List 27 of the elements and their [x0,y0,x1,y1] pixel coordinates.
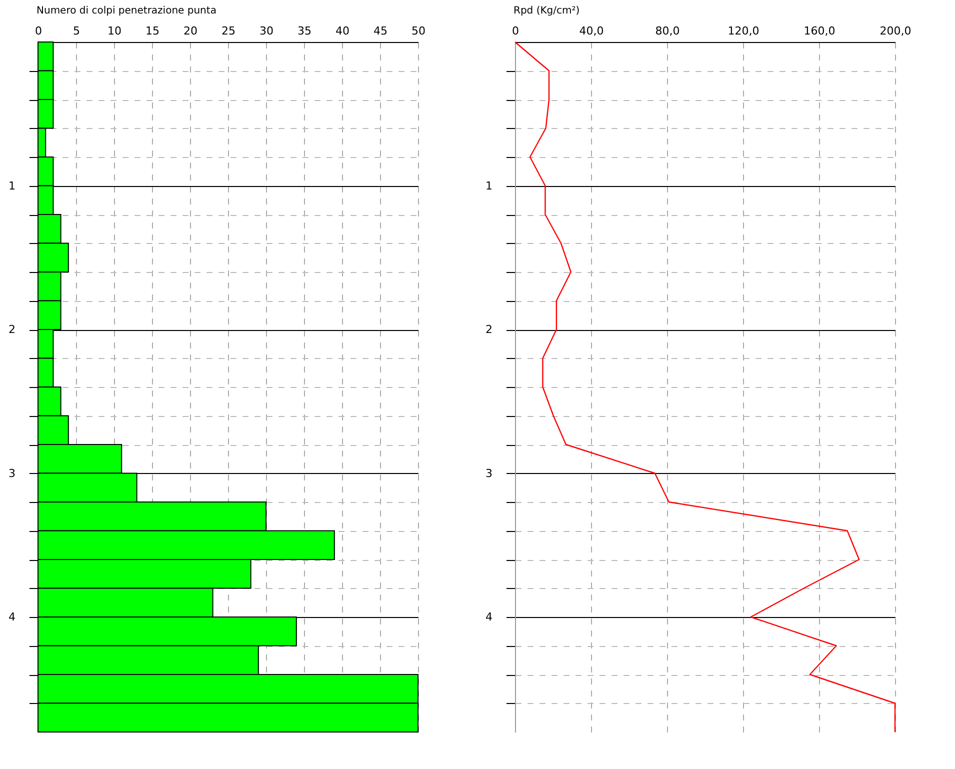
y-tick-label: 2 [486,323,492,336]
x-tick-label: 45 [374,24,388,38]
y-tick-label: 3 [486,466,492,480]
x-tick-label: 10 [108,24,122,38]
y-tick-label: 4 [486,610,492,624]
x-tick-label: 80,0 [655,24,680,38]
x-tick-label: 5 [73,24,80,38]
x-tick-label: 15 [146,24,160,38]
x-tick-label: 35 [298,24,312,38]
y-tick-label: 1 [486,179,492,192]
x-tick-label: 20 [184,24,198,38]
y-tick-label: 3 [8,466,16,480]
x-axis-title: Rpd (Kg/cm²) [514,6,580,16]
x-tick-label: 0 [512,24,519,38]
x-axis-title: Numero di colpi penetrazione punta [36,6,216,16]
x-tick-label: 50 [412,24,426,38]
x-tick-label: 0 [35,24,42,38]
y-tick-label: 4 [8,610,16,624]
x-tick-label: 40 [336,24,350,38]
x-tick-label: 30 [260,24,274,38]
x-tick-label: 40,0 [579,24,604,38]
x-tick-label: 25 [222,24,236,38]
x-tick-label: 200,0 [880,24,912,38]
y-tick-label: 2 [8,323,16,336]
x-tick-label: 160,0 [804,24,836,38]
x-tick-label: 120,0 [728,24,760,38]
y-tick-label: 1 [8,179,16,192]
